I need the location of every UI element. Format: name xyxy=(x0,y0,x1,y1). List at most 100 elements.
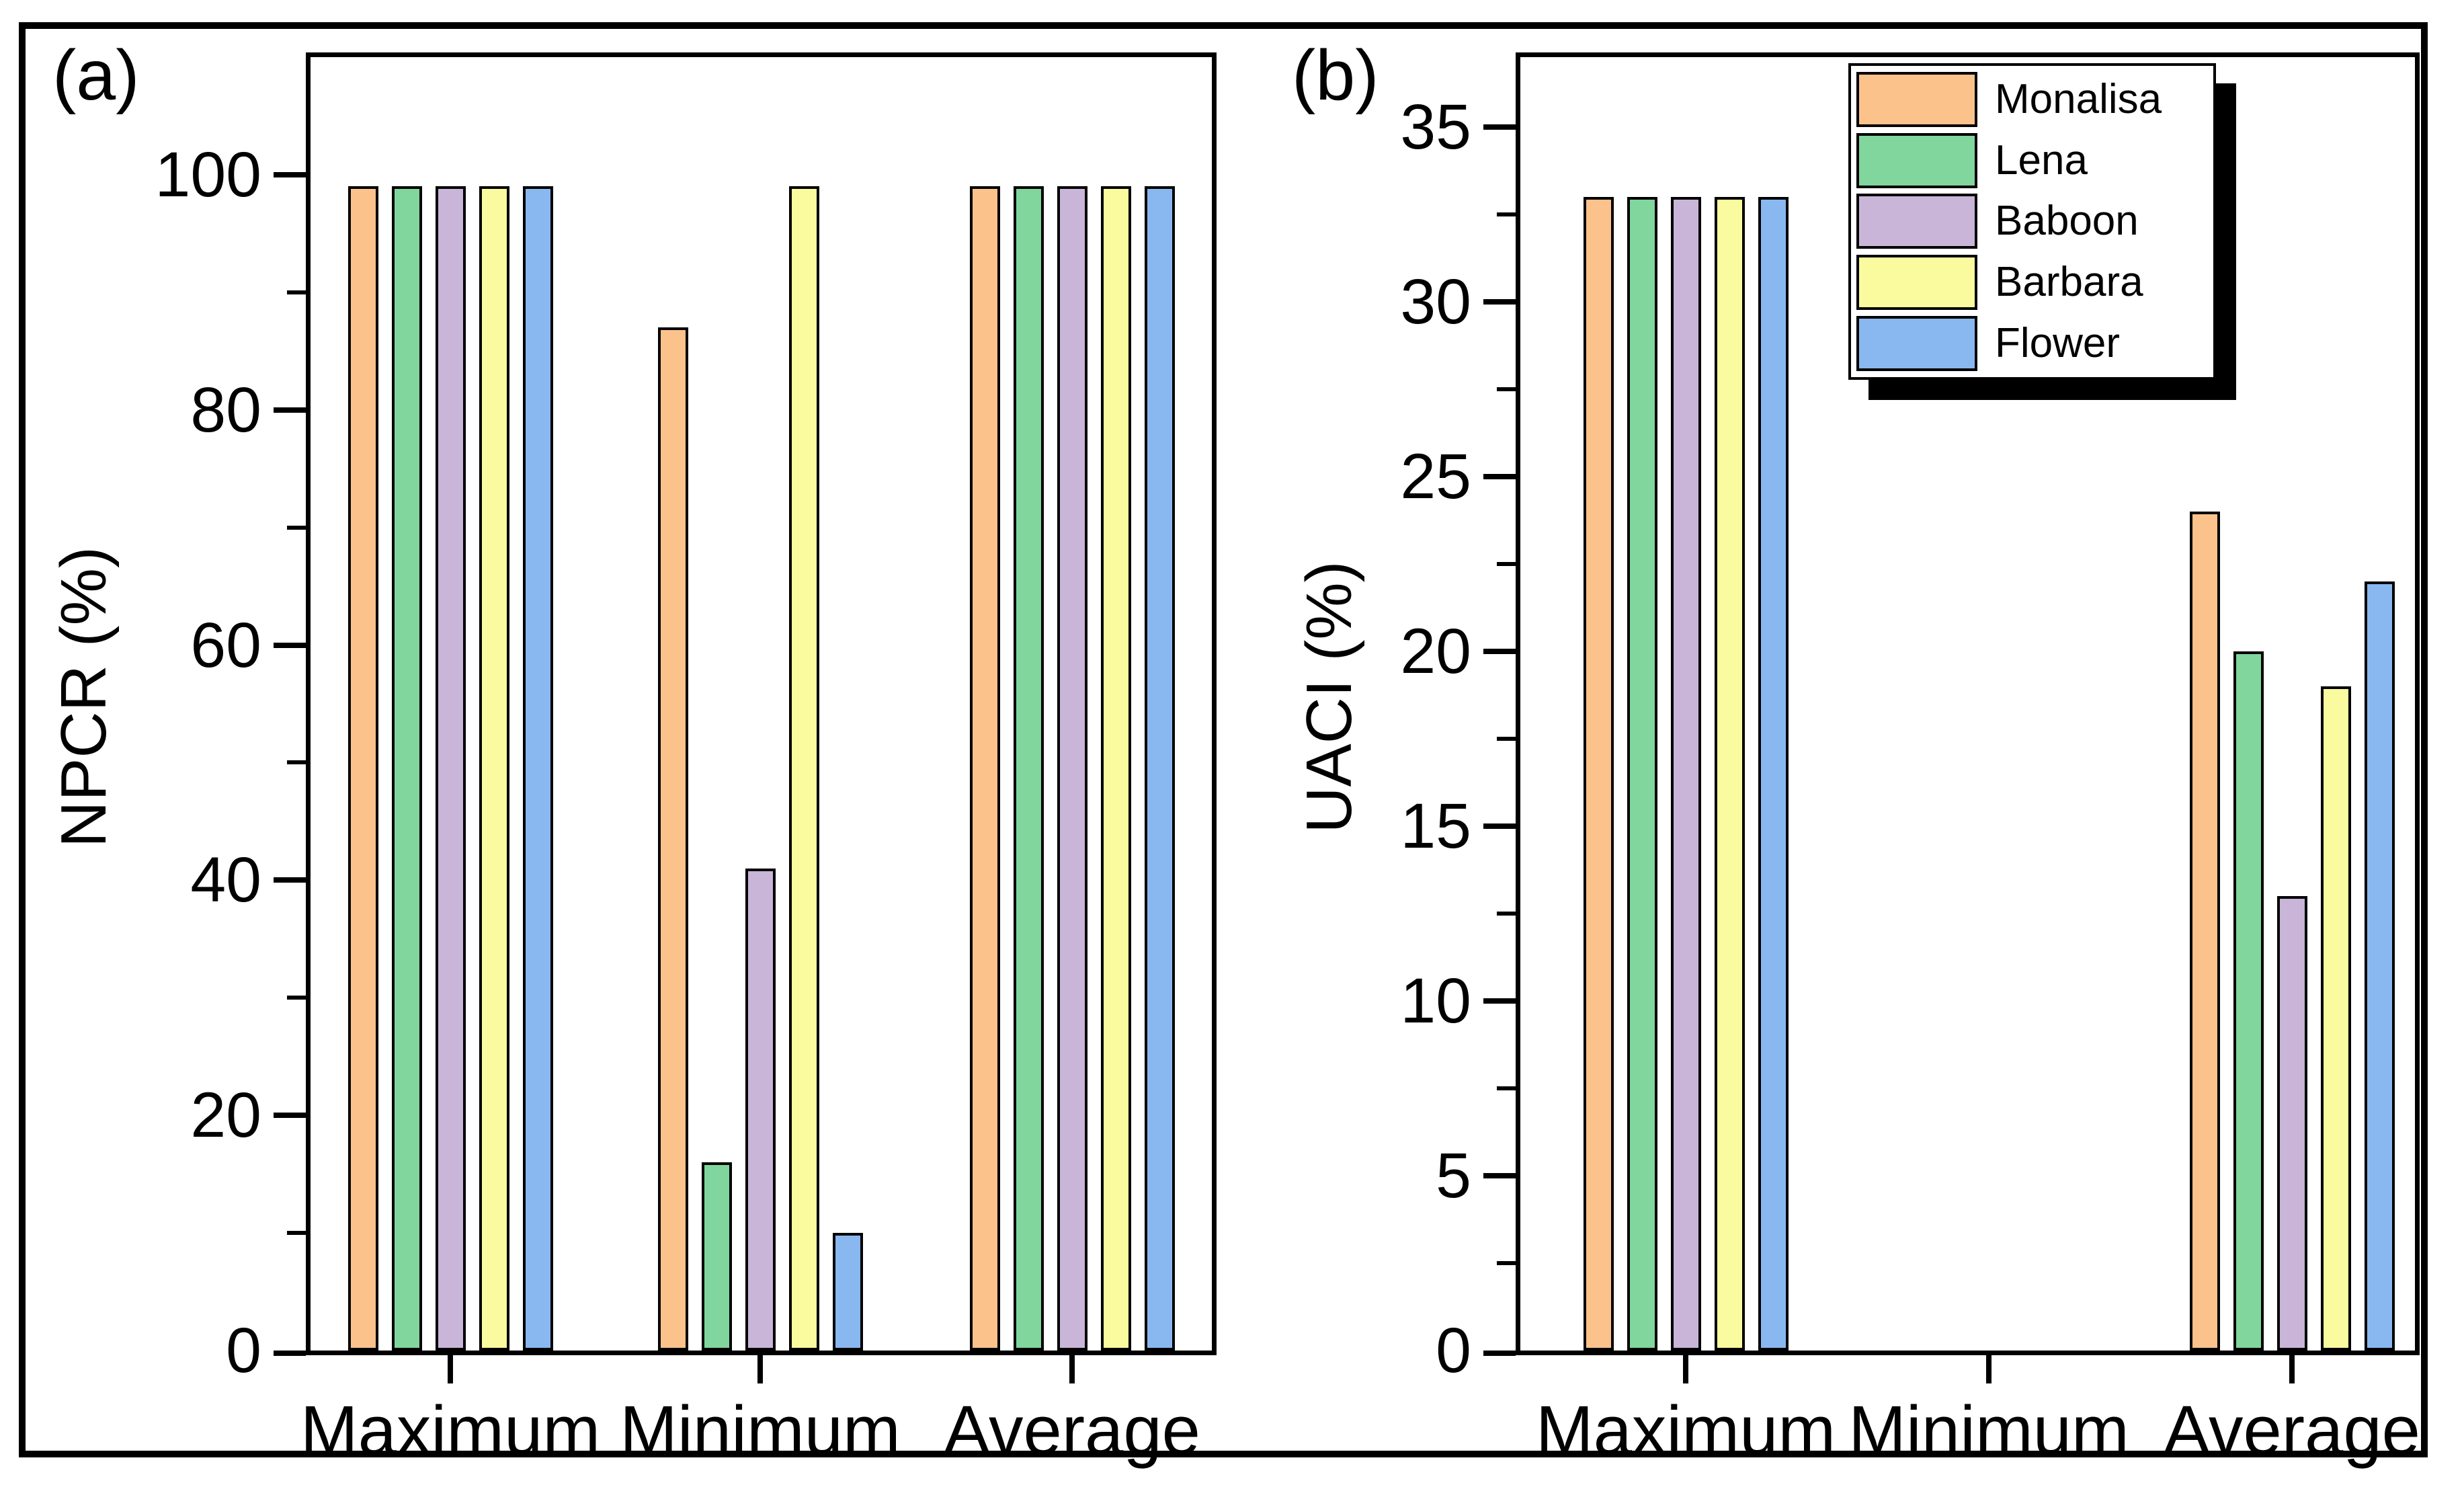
bar-monalisa-maximum xyxy=(347,186,378,1351)
legend-label: Flower xyxy=(1995,320,2121,367)
y-minor-tick xyxy=(1497,212,1516,216)
y-tick xyxy=(1483,823,1516,829)
legend-item-flower: Flower xyxy=(1856,316,2213,372)
y-minor-tick xyxy=(1497,1261,1516,1265)
panel-a-letter: (a) xyxy=(52,36,140,115)
bar-flower-maximum xyxy=(522,186,553,1351)
bar-monalisa-average xyxy=(2189,512,2220,1351)
x-tick-label: Minimum xyxy=(1848,1392,2129,1469)
y-minor-tick xyxy=(287,1231,306,1236)
bar-barbara-average xyxy=(1100,186,1131,1351)
legend-item-barbara: Barbara xyxy=(1856,255,2213,311)
bar-group-maximum xyxy=(347,186,553,1351)
y-minor-tick xyxy=(1497,387,1516,391)
chart-panel-b: 0 5 10 15 20 25 30 35 Maximum Minimum Average xyxy=(1400,52,2420,1468)
bar-flower-maximum xyxy=(1758,197,1789,1351)
legend-label: Monalisa xyxy=(1995,75,2162,122)
bar-monalisa-maximum xyxy=(1583,197,1614,1351)
bar-lena-maximum xyxy=(1627,197,1657,1351)
y-tick xyxy=(1483,1173,1516,1178)
y-tick xyxy=(1483,124,1516,130)
y-tick xyxy=(274,1351,306,1356)
y-tick xyxy=(274,407,306,413)
y-tick xyxy=(1483,998,1516,1004)
y-tick xyxy=(274,171,306,177)
legend: Monalisa Lena Baboon Barbara Flower xyxy=(1848,63,2216,380)
bar-flower-minimum xyxy=(832,1233,863,1351)
bar-baboon-minimum xyxy=(745,869,776,1351)
bar-group-maximum xyxy=(1583,197,1789,1351)
x-tick xyxy=(2289,1355,2295,1383)
legend-swatch-flower xyxy=(1856,316,1977,372)
y-tick-label: 20 xyxy=(190,1080,261,1152)
y-tick-label: 10 xyxy=(1400,965,1471,1037)
legend-item-monalisa: Monalisa xyxy=(1856,71,2213,127)
y-tick xyxy=(274,642,306,648)
bar-monalisa-minimum xyxy=(657,327,688,1351)
bar-barbara-maximum xyxy=(479,186,509,1351)
bar-lena-average xyxy=(2233,651,2264,1351)
y-tick-label: 60 xyxy=(190,609,261,681)
y-minor-tick xyxy=(287,996,306,1000)
y-tick-label: 0 xyxy=(226,1315,261,1386)
bar-group-average xyxy=(2189,512,2395,1351)
legend-swatch-monalisa xyxy=(1856,71,1977,127)
y-tick-label: 25 xyxy=(1400,441,1471,512)
bar-lena-minimum xyxy=(701,1162,732,1351)
y-tick xyxy=(274,1113,306,1119)
legend-label: Baboon xyxy=(1995,198,2139,245)
bar-flower-average xyxy=(2364,581,2395,1351)
chart-panel-a: 0 20 40 60 80 100 Maximum Minimum Average xyxy=(155,52,1217,1468)
x-tick xyxy=(1069,1355,1075,1383)
y-minor-tick xyxy=(1497,562,1516,566)
bar-lena-average xyxy=(1013,186,1044,1351)
bar-barbara-average xyxy=(2320,686,2351,1351)
bar-lena-maximum xyxy=(391,186,422,1351)
y-tick-label: 20 xyxy=(1400,616,1471,687)
x-tick xyxy=(448,1355,453,1383)
bar-monalisa-average xyxy=(969,186,1000,1351)
y-tick-label: 35 xyxy=(1400,91,1471,163)
legend-label: Lena xyxy=(1995,136,2088,184)
bar-baboon-average xyxy=(1057,186,1087,1351)
y-tick-label: 80 xyxy=(190,374,261,446)
bar-barbara-minimum xyxy=(788,186,819,1351)
bar-group-minimum xyxy=(657,186,863,1351)
bar-flower-average xyxy=(1144,186,1175,1351)
y-tick-label: 30 xyxy=(1400,266,1471,337)
x-tick xyxy=(757,1355,763,1383)
y-minor-tick xyxy=(1497,1086,1516,1090)
legend-item-baboon: Baboon xyxy=(1856,194,2213,249)
y-tick-label: 15 xyxy=(1400,791,1471,862)
legend-swatch-lena xyxy=(1856,132,1977,188)
plot-area-npcr: 0 20 40 60 80 100 Maximum Minimum Average xyxy=(155,57,1212,1468)
bar-group-average xyxy=(969,186,1175,1351)
bar-baboon-maximum xyxy=(435,186,466,1351)
x-tick-label: Maximum xyxy=(300,1392,601,1469)
y-tick-label: 5 xyxy=(1436,1140,1471,1211)
x-tick-label: Maximum xyxy=(1535,1392,1836,1469)
legend-swatch-baboon xyxy=(1856,194,1977,249)
y-tick xyxy=(1483,1351,1516,1356)
bar-baboon-average xyxy=(2276,896,2307,1351)
y-tick-label: 0 xyxy=(1436,1315,1471,1386)
x-tick xyxy=(1986,1355,1991,1383)
x-tick-label: Minimum xyxy=(620,1392,901,1469)
y-tick-label: 100 xyxy=(155,138,261,210)
y-tick-label: 40 xyxy=(190,844,261,916)
y-minor-tick xyxy=(287,525,306,530)
y-minor-tick xyxy=(1497,912,1516,916)
y-tick xyxy=(274,877,306,883)
figure-border xyxy=(19,22,2428,1457)
x-tick-label: Average xyxy=(2164,1392,2420,1469)
y-tick xyxy=(1483,474,1516,479)
y-minor-tick xyxy=(287,290,306,294)
plot-area-uaci: 0 5 10 15 20 25 30 35 Maximum Minimum Average xyxy=(1400,57,2420,1468)
bar-baboon-maximum xyxy=(1670,197,1701,1351)
x-tick-label: Average xyxy=(944,1392,1200,1469)
y-tick xyxy=(1483,649,1516,654)
y-minor-tick xyxy=(1497,737,1516,741)
x-tick xyxy=(1683,1355,1688,1383)
y-minor-tick xyxy=(287,760,306,765)
